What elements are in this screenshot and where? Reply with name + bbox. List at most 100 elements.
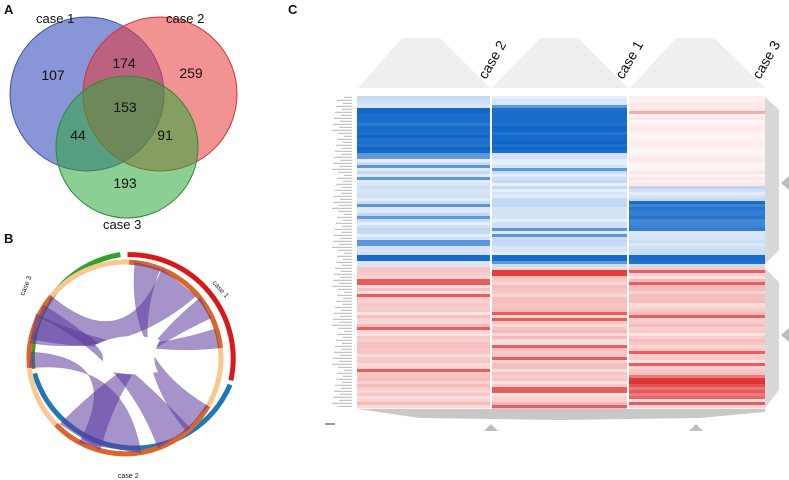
venn-set-label-case1: case 1 — [36, 11, 74, 26]
circos-center-gap — [95, 336, 160, 375]
heatmap-cell — [492, 294, 627, 298]
heatmap-cell — [357, 396, 490, 400]
heatmap-row-label — [335, 111, 352, 113]
dendrogram-branch — [358, 409, 765, 420]
heatmap-cell — [492, 108, 627, 112]
heatmap-cell — [492, 186, 627, 190]
heatmap-cell — [629, 162, 765, 166]
heatmap-cell — [629, 330, 765, 334]
heatmap-cell — [357, 255, 490, 259]
heatmap-cell — [357, 357, 490, 361]
heatmap-row-label — [340, 393, 352, 395]
heatmap-row-label — [343, 258, 352, 260]
dendrogram-branch — [765, 97, 779, 264]
heatmap-cell — [492, 192, 627, 196]
heatmap-cell — [357, 144, 490, 148]
panel-label-b: B — [4, 231, 14, 246]
heatmap-cell — [357, 102, 490, 106]
heatmap-cell — [357, 372, 490, 376]
heatmap-cell — [629, 96, 765, 100]
venn-set-label-case2: case 2 — [166, 11, 204, 26]
heatmap-row-label — [337, 99, 352, 101]
heatmap-cell — [629, 285, 765, 289]
heatmap-row-label — [343, 141, 352, 143]
heatmap-cell — [357, 354, 490, 358]
heatmap-cell — [492, 273, 627, 277]
heatmap-cell — [492, 345, 627, 349]
venn-count-all-three: 153 — [113, 99, 137, 115]
heatmap-cell — [629, 249, 765, 253]
heatmap-cell — [357, 273, 490, 277]
heatmap-cell — [629, 99, 765, 103]
heatmap-row-label — [332, 402, 352, 404]
heatmap-cell — [357, 186, 490, 190]
heatmap-cell — [357, 168, 490, 172]
heatmap-cell — [629, 369, 765, 373]
heatmap-cell — [492, 201, 627, 205]
heatmap-row-label — [339, 165, 352, 167]
heatmap-cell — [357, 225, 490, 229]
heatmap-row-label — [332, 129, 352, 131]
heatmap-row-label — [338, 288, 352, 290]
heatmap-cell — [629, 105, 765, 109]
heatmap-cell — [629, 294, 765, 298]
heatmap-row-label — [335, 267, 352, 269]
heatmap-cell — [629, 219, 765, 223]
heatmap-cell — [629, 327, 765, 331]
heatmap-cell — [629, 279, 765, 283]
heatmap-row-label — [342, 186, 352, 188]
heatmap-cell — [629, 156, 765, 160]
heatmap-cell — [492, 135, 627, 139]
heatmap-cell — [357, 201, 490, 205]
bottom-dendrogram — [358, 409, 765, 431]
heatmap-cell — [492, 114, 627, 118]
heatmap-cell — [629, 228, 765, 232]
heatmap-row-label — [340, 237, 352, 239]
panel-label-a: A — [4, 2, 14, 17]
heatmap-cell — [492, 162, 627, 166]
heatmap-cell — [357, 375, 490, 379]
heatmap-cell — [357, 318, 490, 322]
heatmap-cell — [492, 327, 627, 331]
heatmap-cell — [492, 213, 627, 217]
heatmap-cell — [629, 114, 765, 118]
heatmap-cell — [629, 201, 765, 205]
heatmap-column-label-2: case 3 — [749, 38, 784, 82]
dendrogram-branch — [630, 38, 765, 88]
heatmap-cell — [357, 174, 490, 178]
heatmap-cell — [629, 120, 765, 124]
heatmap-cell — [357, 198, 490, 202]
heatmap-cell — [492, 147, 627, 151]
heatmap-cell — [492, 291, 627, 295]
heatmap-row-label — [336, 105, 352, 107]
heatmap-cell — [357, 321, 490, 325]
heatmap-cell — [492, 312, 627, 316]
heatmap-cell — [629, 267, 765, 271]
heatmap-cell — [357, 192, 490, 196]
heatmap-cell — [357, 369, 490, 373]
heatmap-row-label — [336, 261, 352, 263]
heatmap-cell — [492, 396, 627, 400]
heatmap-cell — [629, 147, 765, 151]
heatmap-cell — [492, 318, 627, 322]
heatmap-cell — [629, 375, 765, 379]
heatmap-cell — [492, 249, 627, 253]
heatmap-row-label — [339, 321, 352, 323]
circos-link — [38, 304, 191, 449]
heatmap-cell — [492, 381, 627, 385]
heatmap-cell — [357, 189, 490, 193]
heatmap-cell — [357, 195, 490, 199]
heatmap-cell — [629, 216, 765, 220]
heatmap-row-label — [342, 147, 352, 149]
heatmap-cell — [357, 177, 490, 181]
heatmap-cell — [629, 123, 765, 127]
heatmap-cell — [492, 183, 627, 187]
heatmap-cell — [492, 210, 627, 214]
heatmap-cell — [629, 159, 765, 163]
heatmap-cell — [357, 96, 490, 100]
heatmap-cell — [492, 159, 627, 163]
heatmap-row-label — [341, 114, 352, 116]
heatmap-cell — [492, 348, 627, 352]
heatmap-row-label — [333, 279, 352, 281]
